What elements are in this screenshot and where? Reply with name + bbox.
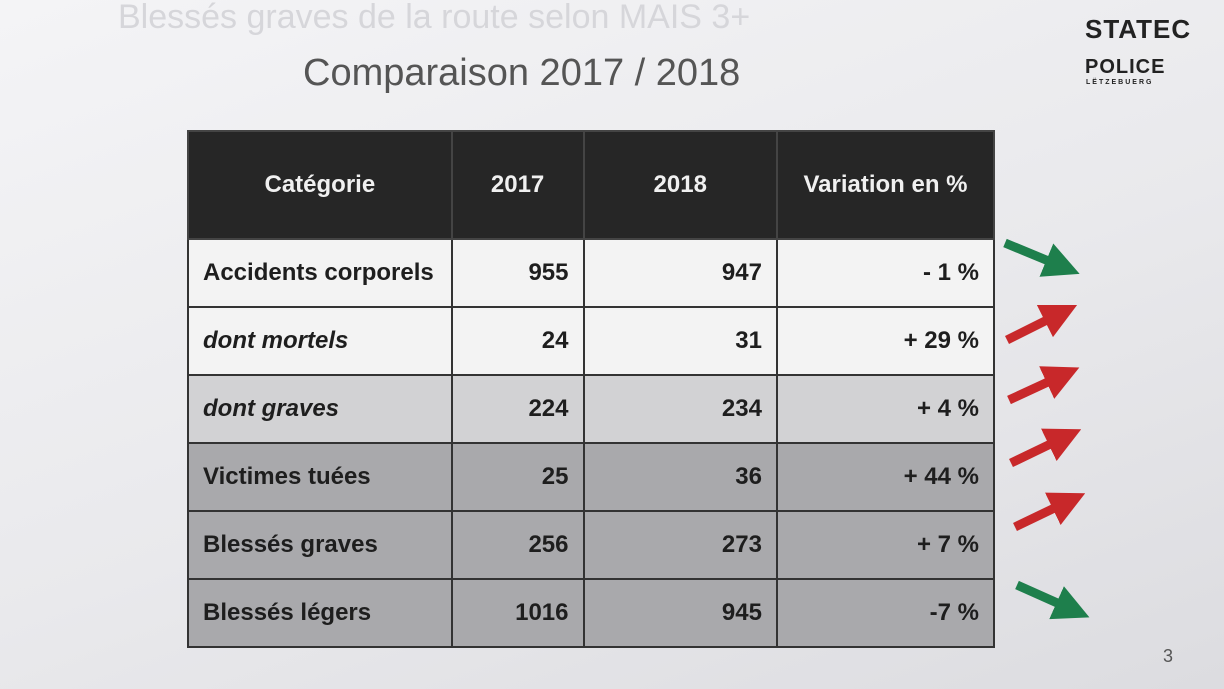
cell: 224 <box>450 374 585 444</box>
cell: 945 <box>582 578 778 648</box>
arrow-up <box>1013 492 1086 532</box>
arrow-down <box>1015 580 1090 620</box>
cell: 256 <box>450 510 585 580</box>
table-row: Blessés graves 256 273 + 7 % <box>187 510 996 580</box>
cell: 234 <box>582 374 778 444</box>
cell: -7 % <box>775 578 996 648</box>
header-cell: 2018 <box>582 130 778 240</box>
comparison-table: Catégorie 2017 2018 Variation en % Accident… <box>187 130 996 648</box>
cell: 36 <box>582 442 778 512</box>
cell: 25 <box>450 442 585 512</box>
logo-police: POLICE <box>1085 56 1166 78</box>
row-label: Blessés graves <box>187 510 453 580</box>
cell: 24 <box>450 306 585 376</box>
row-label: Victimes tuées <box>187 442 453 512</box>
cell: 273 <box>582 510 778 580</box>
arrow-up <box>1009 428 1082 468</box>
header-cell: Catégorie <box>187 130 453 240</box>
cell: 955 <box>450 238 585 308</box>
table-row: Victimes tuées 25 36 + 44 % <box>187 442 996 512</box>
table-row: Accidents corporels 955 947- 1 % <box>187 238 996 308</box>
header-cell: 2017 <box>450 130 585 240</box>
row-label: Blessés légers <box>187 578 453 648</box>
cell: 31 <box>582 306 778 376</box>
background-text: Blessés graves de la route selon MAIS 3+ <box>118 0 751 36</box>
cell: + 4 % <box>775 374 996 444</box>
cell: + 29 % <box>775 306 996 376</box>
cell: + 7 % <box>775 510 996 580</box>
header-cell: Variation en % <box>775 130 996 240</box>
cell: 1016 <box>450 578 585 648</box>
arrow-up <box>1004 304 1078 345</box>
row-label: dont mortels <box>187 306 453 376</box>
logo-statec: STATEC <box>1085 14 1192 44</box>
arrow-up <box>1007 366 1080 405</box>
slide-title: Comparaison 2017 / 2018 <box>303 52 741 94</box>
row-label: Accidents corporels <box>187 238 453 308</box>
cell: - 1 % <box>775 238 996 308</box>
table-row: Blessés légers 1016 945 -7 % <box>187 578 996 648</box>
cell: 947 <box>582 238 778 308</box>
trend-arrows <box>1003 238 1090 620</box>
table-row: dont graves 224 234 + 4 % <box>187 374 996 444</box>
logo-police-sub: LËTZEBUERG <box>1086 79 1154 86</box>
page-number: 3 <box>1163 646 1174 666</box>
header-row: Catégorie 2017 2018 Variation en % <box>187 130 996 240</box>
cell: + 44 % <box>775 442 996 512</box>
arrow-down <box>1003 238 1080 277</box>
table-row: dont mortels 24 31 + 29 % <box>187 306 996 376</box>
row-label: dont graves <box>187 374 453 444</box>
